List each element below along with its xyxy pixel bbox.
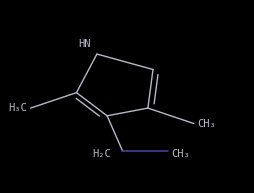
Text: CH₃: CH₃	[170, 149, 189, 159]
Text: H₃C: H₃C	[8, 103, 27, 113]
Text: H₂C: H₂C	[92, 149, 110, 159]
Text: CH₃: CH₃	[197, 119, 216, 129]
Text: HN: HN	[78, 39, 90, 49]
